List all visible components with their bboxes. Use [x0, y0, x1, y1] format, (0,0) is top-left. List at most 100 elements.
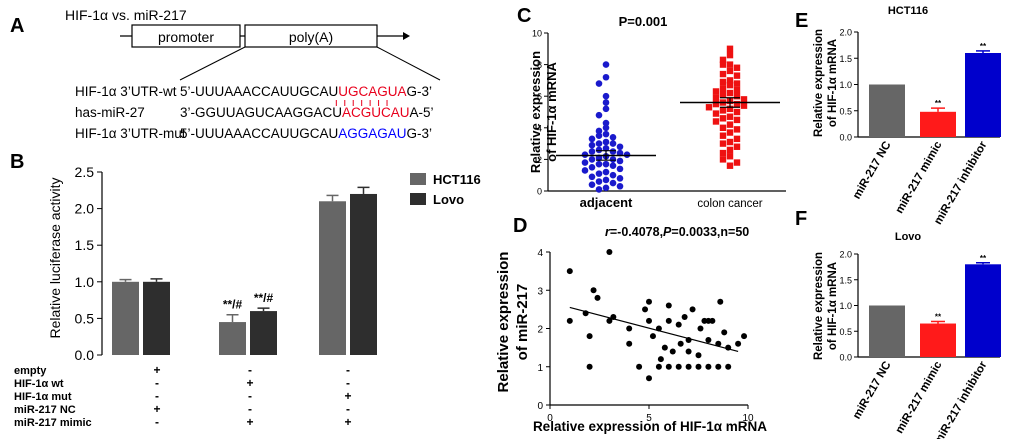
scatter-point — [646, 298, 652, 305]
data-point-adjacent — [588, 148, 596, 155]
condition-mark: + — [344, 415, 351, 429]
data-point-adjacent — [602, 119, 610, 127]
condition-mark: - — [155, 376, 159, 390]
scatter-point — [669, 348, 676, 355]
panel-a: A HIF-1α vs. miR-217 promoter poly(A) HI… — [10, 7, 441, 141]
data-point-cancer — [726, 121, 734, 128]
chart-e: 0.0 0.5 1.0 1.5 2.0 miR-217 NC ** miR-217 mimic… — [839, 28, 1001, 227]
panel-e: E HCT116 Relative expression of HIF-1α mR… — [795, 5, 1001, 227]
chart-c: 0 2 4 6 8 10 adjacent colon cancer — [532, 29, 786, 210]
data-point-adjacent — [616, 175, 624, 182]
zoom-line-right — [376, 46, 441, 81]
condition-mark: + — [153, 363, 160, 377]
data-point-adjacent — [623, 151, 631, 158]
y-tick-label: 1.5 — [839, 275, 852, 285]
scatter-point — [626, 325, 633, 332]
x-tick-label: 0 — [547, 413, 553, 424]
condition-mark: - — [346, 402, 350, 416]
scatter-point — [646, 375, 652, 382]
y-tick-label: 4 — [537, 248, 543, 259]
data-point-adjacent — [588, 164, 596, 171]
scatter-point — [665, 363, 672, 370]
data-point-cancer — [726, 51, 734, 59]
data-point-cancer — [733, 64, 741, 71]
data-point-adjacent — [602, 124, 610, 132]
scatter-point — [566, 268, 573, 275]
scatter-point — [594, 294, 601, 301]
seq-wt: 5’-UUUAAACCAUUGCAUUGCAGUAG-3’ — [180, 84, 432, 99]
legend-swatch-hct116 — [410, 173, 426, 185]
chart-b-ylabel: Relative luciferase activity — [47, 177, 63, 338]
condition-mark: + — [246, 415, 253, 429]
data-point-adjacent — [616, 143, 624, 151]
data-point-adjacent — [609, 162, 617, 170]
data-point-cancer — [705, 104, 713, 111]
data-point-cancer — [712, 118, 720, 125]
y-tick-label: 0.5 — [839, 106, 852, 116]
data-point-adjacent — [602, 176, 610, 184]
condition-mark: - — [346, 363, 350, 377]
row-label-mimic: miR-217 mimic — [14, 417, 92, 429]
y-tick-label: 1 — [537, 363, 543, 374]
data-point-adjacent — [602, 145, 610, 152]
data-point-adjacent — [602, 99, 610, 106]
chart-d-ylabel: Relative expression of miR-217 — [495, 252, 531, 393]
data-point-cancer — [733, 80, 741, 87]
y-tick-label: 0 — [537, 401, 543, 412]
scatter-point — [657, 356, 664, 363]
x-category-label: colon cancer — [697, 198, 762, 210]
data-point-adjacent — [609, 171, 617, 179]
data-point-cancer — [719, 78, 727, 86]
data-point-adjacent — [581, 151, 589, 158]
data-point-cancer — [726, 67, 734, 75]
data-point-cancer — [719, 107, 727, 114]
zoom-line-left — [179, 46, 246, 81]
data-point-adjacent — [588, 181, 596, 188]
y-tick-label: 3 — [537, 286, 543, 297]
y-tick-label: 6 — [537, 92, 542, 102]
scatter-point — [695, 352, 702, 359]
y-tick-label: 2 — [537, 325, 543, 336]
chart-b: 0.0 0.5 1.0 1.5 2.0 2.5 **/# **/# — [75, 164, 377, 363]
scatter-point — [715, 363, 722, 370]
data-point-cancer — [726, 153, 734, 160]
y-tick-label: 1.5 — [839, 54, 852, 64]
data-point-cancer — [726, 113, 734, 120]
data-point-adjacent — [602, 61, 610, 68]
data-point-cancer — [733, 116, 741, 124]
seq-label-mir: has-miR-27 — [75, 105, 145, 120]
data-point-cancer — [740, 102, 748, 109]
scatter-point — [685, 348, 692, 355]
y-tick-label: 0.0 — [839, 133, 852, 143]
data-point-cancer — [719, 115, 727, 122]
bar-mimic — [920, 323, 956, 357]
data-point-cancer — [726, 129, 734, 136]
bar-lovo — [250, 311, 277, 355]
data-point-adjacent — [602, 73, 610, 81]
significance-mark: ** — [935, 99, 942, 108]
chart-e-title: HCT116 — [888, 5, 928, 17]
row-label-empty: empty — [14, 365, 47, 377]
scatter-point — [735, 340, 742, 347]
panel-a-letter: A — [10, 15, 24, 37]
chart-f-title: Lovo — [895, 231, 922, 243]
data-point-cancer — [726, 45, 734, 52]
scatter-point — [661, 344, 668, 351]
data-point-adjacent — [602, 138, 610, 146]
scatter-point — [697, 325, 704, 332]
data-point-cancer — [719, 132, 727, 139]
data-point-cancer — [719, 85, 727, 92]
data-point-adjacent — [595, 111, 603, 119]
data-point-adjacent — [595, 178, 603, 185]
x-category-label: miR-217 NC — [851, 360, 894, 422]
data-point-adjacent — [602, 160, 610, 168]
scatter-point — [709, 317, 716, 324]
promoter-box — [131, 24, 241, 48]
row-label-nc: miR-217 NC — [14, 404, 76, 416]
data-point-adjacent — [609, 140, 617, 147]
promoter-label: promoter — [158, 29, 214, 45]
scatter-point — [675, 363, 682, 370]
panel-b-letter: B — [10, 151, 24, 173]
data-point-cancer — [719, 156, 727, 163]
bar-mimic — [920, 111, 956, 137]
